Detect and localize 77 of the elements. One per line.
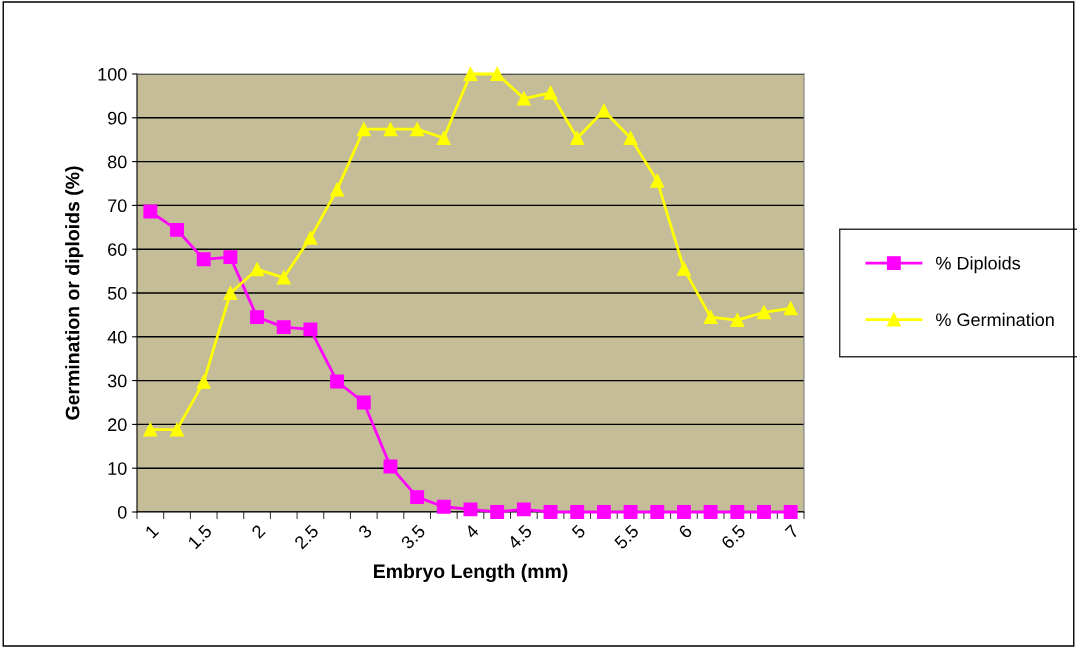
point (783, 301, 798, 316)
point (223, 250, 238, 265)
y-tick-label: 30 (107, 374, 127, 388)
point (596, 505, 611, 519)
point (703, 505, 718, 519)
point (783, 505, 798, 519)
point (650, 505, 665, 519)
point (303, 322, 318, 337)
point (703, 310, 718, 325)
point (330, 182, 345, 197)
point (410, 122, 425, 137)
point (596, 103, 611, 118)
x-tick-label: 7 (784, 524, 800, 539)
point (436, 131, 451, 145)
point (650, 173, 665, 188)
x-tick-label: 4.5 (506, 524, 533, 550)
point (676, 505, 691, 519)
point (143, 204, 158, 219)
point (276, 320, 291, 335)
point (330, 374, 345, 389)
point (757, 305, 771, 320)
x-tick-label: 4 (464, 523, 480, 540)
x-tick-label: 2.5 (293, 523, 320, 550)
x-tick-label: 5 (571, 524, 587, 540)
point (196, 252, 211, 267)
point (463, 502, 478, 517)
y-tick-label: 100 (98, 67, 127, 81)
x-axis-title: Embryo Length (mm) (374, 563, 568, 583)
point (463, 67, 478, 81)
x-tick-label: 1.5 (187, 524, 213, 550)
point (676, 261, 691, 276)
point (516, 502, 531, 517)
point (356, 122, 371, 137)
y-tick-label: 40 (107, 330, 127, 344)
point (143, 422, 158, 437)
point (410, 490, 425, 505)
point (436, 499, 451, 514)
point (543, 505, 558, 519)
point (383, 122, 398, 137)
point (303, 230, 318, 245)
y-tick-label: 90 (108, 111, 127, 125)
x-tick-label: 1 (144, 524, 159, 539)
x-tick-label: 2 (250, 524, 266, 539)
point (543, 85, 558, 100)
y-tick-label: 70 (108, 199, 127, 213)
x-tick-label: 6.5 (720, 523, 747, 550)
point (356, 395, 371, 410)
x-tick-label: 5.5 (613, 524, 640, 550)
point (570, 505, 585, 519)
point (757, 505, 771, 519)
point (623, 505, 638, 519)
point (490, 67, 505, 81)
legend-label: % Germination (936, 312, 1054, 327)
y-tick-label: 10 (108, 462, 127, 475)
y-tick-label: 60 (108, 243, 127, 256)
y-tick-label: 80 (107, 155, 127, 169)
point (250, 262, 265, 277)
point (570, 131, 585, 145)
point (276, 270, 291, 285)
point (170, 222, 184, 237)
point (170, 422, 184, 437)
point (490, 505, 505, 519)
point (730, 313, 745, 328)
point (623, 131, 638, 145)
x-tick-label: 3 (357, 524, 373, 540)
y-tick-label: 50 (107, 286, 127, 300)
point (730, 505, 745, 519)
y-tick-label: 0 (117, 505, 127, 519)
legend-label: % Diploids (936, 256, 1021, 274)
point (196, 374, 211, 389)
x-tick-label: 6 (677, 524, 693, 539)
y-tick-label: 20 (108, 418, 127, 432)
point (223, 286, 238, 300)
point (250, 310, 265, 325)
x-tick-label: 3.5 (400, 523, 426, 550)
point (516, 91, 531, 106)
y-axis-title: Germination or diploids (%) (65, 166, 84, 420)
